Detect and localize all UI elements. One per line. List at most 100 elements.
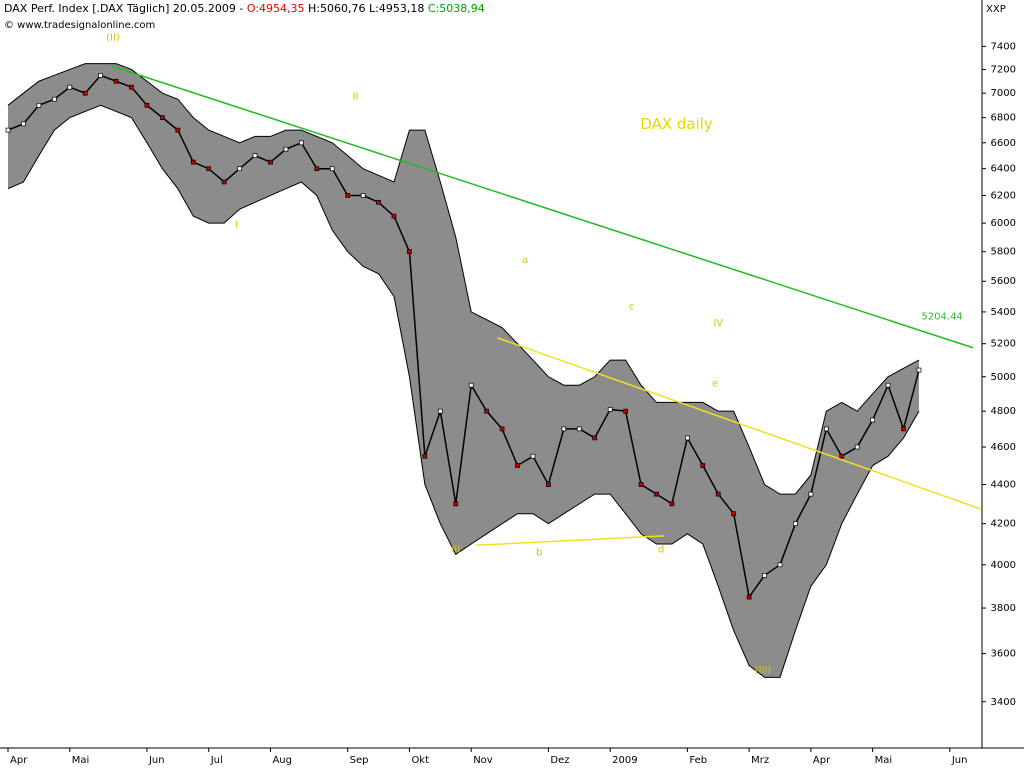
- price-marker: [885, 382, 891, 388]
- price-marker: [206, 166, 212, 172]
- price-marker: [499, 426, 505, 432]
- copyright: © www.tradesignalonline.com: [4, 20, 155, 31]
- annotation: I: [235, 220, 238, 231]
- price-marker: [901, 426, 906, 432]
- annotation: (III): [755, 665, 772, 676]
- price-marker: [21, 121, 26, 127]
- price-marker: [793, 521, 798, 527]
- price-marker: [391, 213, 397, 219]
- header-part: DAX Perf. Index [.DAX Täglich] 20.05.200…: [4, 2, 247, 15]
- x-tick-label: Sep: [350, 755, 369, 766]
- x-tick-label: Mai: [72, 755, 90, 766]
- price-marker: [67, 84, 73, 90]
- price-marker: [437, 408, 443, 414]
- price-marker: [839, 453, 845, 459]
- price-marker: [190, 159, 196, 165]
- x-tick-label: 2009: [612, 755, 637, 766]
- header-part: C:5038,94: [428, 2, 485, 15]
- price-marker: [36, 102, 42, 108]
- price-marker: [700, 463, 706, 468]
- price-marker: [715, 491, 721, 497]
- price-marker: [422, 453, 428, 459]
- annotation: c: [629, 302, 635, 313]
- price-marker: [175, 127, 181, 133]
- header-part: H:5060,76 L:4953,18: [305, 2, 428, 15]
- price-marker: [808, 491, 814, 497]
- price-marker: [98, 72, 103, 78]
- annotation: e: [712, 379, 718, 390]
- axis-unit: XXP: [986, 4, 1006, 15]
- price-marker: [283, 146, 289, 152]
- y-tick-label: 3600: [991, 649, 1016, 660]
- price-marker: [329, 166, 335, 172]
- x-tick-label: Apr: [10, 755, 28, 766]
- price-marker: [561, 426, 567, 432]
- plot: [5, 63, 981, 678]
- series-line: [7, 63, 920, 495]
- price-marker: [299, 140, 304, 146]
- trend-line: [497, 337, 981, 510]
- y-tick-label: 4000: [991, 560, 1016, 571]
- price-marker: [237, 166, 242, 172]
- x-tick-label: Apr: [813, 755, 831, 766]
- price-marker: [360, 193, 366, 198]
- price-marker: [870, 417, 875, 423]
- header: DAX Perf. Index [.DAX Täglich] 20.05.200…: [4, 2, 485, 15]
- annotation: a: [522, 255, 528, 266]
- price-marker: [576, 426, 582, 432]
- price-marker: [638, 482, 644, 487]
- y-tick-label: 5600: [991, 276, 1016, 287]
- price-marker: [51, 96, 57, 102]
- price-marker: [669, 501, 675, 507]
- price-marker: [823, 426, 829, 432]
- price-marker: [685, 435, 690, 441]
- price-marker: [314, 166, 320, 172]
- x-tick-label: Aug: [272, 755, 292, 766]
- y-tick-label: 7000: [991, 88, 1016, 99]
- price-marker: [530, 453, 536, 459]
- annotation: (II): [106, 32, 120, 43]
- annotation: DAX daily: [640, 115, 713, 133]
- y-tick-label: 4200: [991, 519, 1016, 530]
- price-marker: [484, 408, 489, 414]
- price-marker: [916, 367, 922, 373]
- header-part: O:4954,35: [247, 2, 305, 15]
- price-marker: [746, 594, 752, 600]
- y-tick-label: 6000: [991, 218, 1016, 229]
- y-tick-label: 7200: [991, 64, 1016, 75]
- x-tick-label: Mai: [875, 755, 893, 766]
- price-marker: [453, 501, 459, 507]
- series-line: [7, 74, 920, 599]
- y-tick-label: 5800: [991, 247, 1016, 258]
- price-marker: [468, 382, 474, 388]
- annotation: II: [352, 91, 358, 102]
- y-tick-label: 3800: [991, 603, 1016, 614]
- y-tick-label: 3400: [991, 697, 1016, 708]
- y-tick-label: 7400: [991, 41, 1016, 52]
- trend-line: [475, 535, 665, 546]
- y-tick-label: 5400: [991, 307, 1016, 318]
- x-tick-label: Okt: [411, 755, 429, 766]
- price-marker: [854, 444, 860, 450]
- price-marker: [268, 159, 273, 165]
- y-tick-label: 6600: [991, 138, 1016, 149]
- annotation: b: [536, 547, 542, 558]
- price-marker: [113, 78, 119, 84]
- y-tick-label: 4600: [991, 442, 1016, 453]
- y-tick-label: 6400: [991, 164, 1016, 175]
- x-tick-label: Jul: [210, 755, 223, 766]
- annotation: 5204.44: [921, 311, 962, 322]
- price-marker: [407, 249, 412, 255]
- price-marker: [160, 115, 165, 120]
- annotation: III: [451, 545, 460, 556]
- price-marker: [129, 84, 134, 90]
- y-tick-label: 6800: [991, 113, 1016, 124]
- price-marker: [777, 562, 783, 568]
- x-tick-label: Nov: [473, 755, 493, 766]
- x-tick-label: Feb: [689, 755, 707, 766]
- y-tick-label: 5000: [991, 372, 1016, 383]
- price-marker: [376, 199, 381, 205]
- x-tick-label: Mrz: [751, 755, 769, 766]
